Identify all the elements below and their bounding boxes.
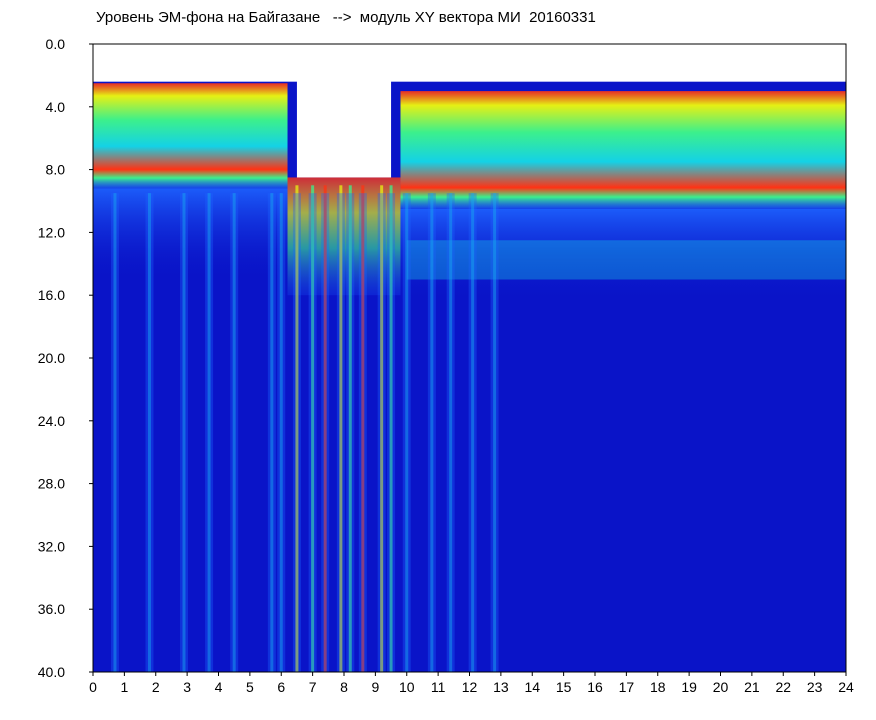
x-tick-label: 16	[587, 679, 603, 695]
heatmap-streak	[205, 193, 214, 672]
heatmap-gap	[296, 75, 392, 178]
heatmap-streak	[358, 193, 367, 672]
x-tick-label: 5	[246, 679, 254, 695]
x-tick-label: 20	[713, 679, 729, 695]
y-tick-label: 0.0	[46, 36, 66, 52]
y-tick-label: 24.0	[38, 413, 65, 429]
x-tick-label: 7	[309, 679, 317, 695]
x-tick-label: 14	[524, 679, 540, 695]
y-tick-label: 4.0	[46, 99, 66, 115]
x-tick-label: 11	[431, 679, 446, 695]
x-axis: 0 1 2 3 4 5 6 7 8 9 10 11 12 13 14 15 16 17 18 19 20 21 22 23 24	[89, 672, 854, 695]
plot-area	[93, 44, 846, 673]
x-tick-label: 1	[120, 679, 128, 695]
x-tick-label: 2	[152, 679, 160, 695]
heatmap-streak	[446, 193, 455, 672]
x-tick-label: 12	[462, 679, 478, 695]
x-tick-label: 4	[215, 679, 223, 695]
heatmap-streak	[323, 185, 327, 673]
heatmap-streak	[336, 193, 345, 672]
heatmap-streak	[207, 193, 211, 672]
y-tick-label: 40.0	[38, 664, 65, 680]
heatmap-streak	[182, 193, 186, 672]
heatmap-streak	[346, 193, 355, 672]
y-tick-label: 20.0	[38, 350, 65, 366]
x-tick-label: 15	[556, 679, 572, 695]
heatmap-gap	[93, 44, 846, 82]
heatmap-streak	[279, 193, 283, 672]
heatmap-streak	[277, 193, 286, 672]
heatmap-streak	[308, 193, 317, 672]
heatmap-streak	[292, 193, 301, 672]
y-tick-label: 8.0	[46, 162, 66, 178]
x-tick-label: 21	[744, 679, 760, 695]
x-tick-label: 19	[681, 679, 697, 695]
heatmap-streak	[468, 193, 477, 672]
heatmap-streak	[348, 185, 352, 673]
heatmap-streak	[427, 193, 436, 672]
heatmap-streak	[295, 185, 299, 673]
y-tick-label: 36.0	[38, 601, 65, 617]
heatmap-streak	[402, 193, 411, 672]
heatmap-streak	[321, 193, 330, 672]
heatmap-streak	[179, 193, 188, 672]
heatmap-streak	[380, 185, 384, 673]
chart-title: Уровень ЭМ-фона на Байгазане --> модуль …	[96, 9, 596, 26]
heatmap-streak	[230, 193, 239, 672]
heatmap-streak	[430, 193, 434, 672]
heatmap-fade	[93, 188, 288, 283]
heatmap-streak	[471, 193, 475, 672]
heatmap-streak	[405, 193, 409, 672]
heatmap-streak	[389, 185, 393, 673]
heatmap-streak	[270, 193, 274, 672]
heatmap-streak	[147, 193, 151, 672]
heatmap-streak	[232, 193, 236, 672]
x-tick-label: 24	[838, 679, 854, 695]
x-tick-label: 23	[807, 679, 823, 695]
heatmap-streak	[490, 193, 499, 672]
heatmap-streak	[339, 185, 343, 673]
x-tick-label: 0	[89, 679, 97, 695]
x-tick-label: 3	[183, 679, 191, 695]
y-tick-label: 12.0	[38, 224, 65, 240]
y-tick-label: 32.0	[38, 538, 65, 554]
heatmap-streak	[377, 193, 386, 672]
heatmap-band	[406, 240, 846, 280]
heatmap-streak	[493, 193, 497, 672]
heatmap-streak	[267, 193, 276, 672]
heatmap-band	[93, 83, 288, 189]
x-tick-label: 22	[775, 679, 791, 695]
x-tick-label: 10	[399, 679, 415, 695]
heatmap-streak	[113, 193, 117, 672]
heatmap-fade	[400, 208, 846, 304]
heatmap-streak	[449, 193, 453, 672]
heatmap-streak	[311, 185, 315, 673]
x-tick-label: 8	[340, 679, 348, 695]
x-tick-label: 17	[619, 679, 635, 695]
x-tick-label: 18	[650, 679, 666, 695]
heatmap-band	[400, 91, 846, 209]
heatmap-streak	[145, 193, 154, 672]
x-tick-label: 13	[493, 679, 509, 695]
heatmap-streak	[110, 193, 119, 672]
x-tick-label: 9	[371, 679, 379, 695]
plot-frame	[92, 43, 847, 673]
heatmap-streak	[361, 185, 365, 673]
y-axis: 0.0 4.0 8.0 12.0 16.0 20.0 24.0 28.0 32.0 36.0 40.…	[38, 36, 93, 680]
y-tick-label: 28.0	[38, 476, 65, 492]
heatmap-streak	[387, 193, 396, 672]
y-tick-label: 16.0	[38, 287, 65, 303]
x-tick-label: 6	[277, 679, 285, 695]
